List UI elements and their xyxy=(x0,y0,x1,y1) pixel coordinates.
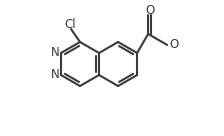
Text: N: N xyxy=(51,69,59,81)
Text: O: O xyxy=(170,38,179,51)
Text: O: O xyxy=(145,4,154,17)
Text: Cl: Cl xyxy=(64,18,76,30)
Text: N: N xyxy=(51,47,59,60)
